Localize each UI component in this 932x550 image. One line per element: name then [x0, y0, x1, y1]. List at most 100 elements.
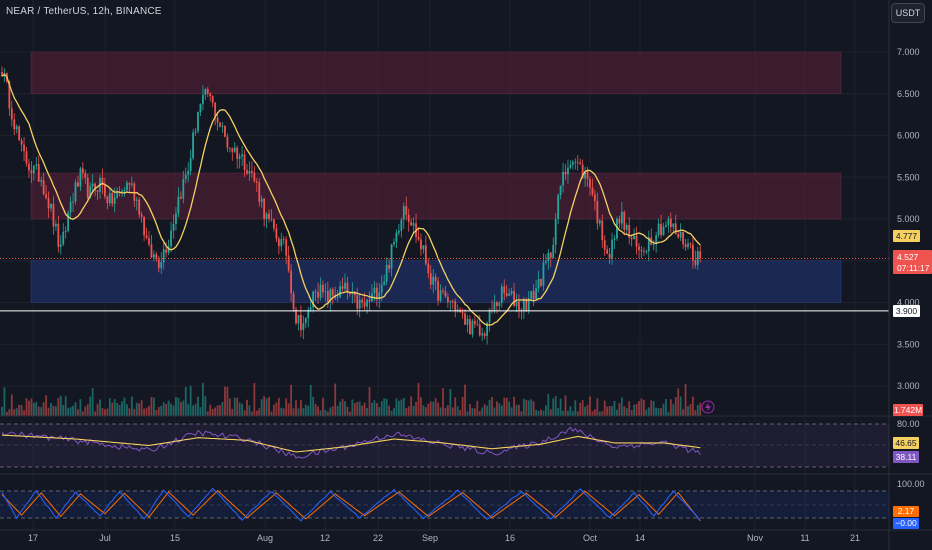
volume-bar	[172, 405, 175, 416]
candle-body	[79, 168, 82, 187]
volume-bar	[74, 402, 77, 416]
candle-body	[314, 291, 317, 293]
price-axis[interactable]: 7.0006.5006.0005.5005.0004.5004.0003.500…	[897, 47, 920, 391]
volume-bar	[94, 411, 96, 416]
candle-body	[373, 287, 376, 294]
volume-bar	[116, 402, 119, 416]
volume-bar	[672, 404, 675, 416]
candle-body	[59, 244, 62, 247]
candle-body	[214, 102, 217, 118]
candle-body	[226, 136, 229, 148]
candle-body	[439, 290, 442, 301]
candle-body	[657, 223, 660, 236]
volume-bar	[547, 393, 550, 416]
stoch-k-text: 2.17	[898, 506, 915, 516]
candle-body	[233, 147, 236, 152]
candle-body	[532, 291, 535, 299]
volume-bar	[540, 409, 542, 416]
volume-bar	[326, 411, 329, 416]
candle-body	[434, 276, 437, 282]
volume-bar	[402, 397, 405, 416]
volume-bar	[591, 411, 594, 416]
candle-body	[96, 190, 99, 192]
volume-bar	[341, 398, 344, 416]
candle-body	[28, 163, 30, 171]
candle-body	[74, 182, 77, 202]
candle-body	[175, 213, 177, 224]
volume-bar	[336, 405, 339, 416]
volume-bar	[275, 402, 278, 416]
lightning-icon[interactable]	[701, 400, 715, 414]
candle-body	[224, 125, 226, 137]
volume-bar	[118, 405, 121, 416]
candle-body	[549, 252, 552, 258]
volume-bar	[613, 400, 616, 416]
currency-button[interactable]: USDT	[891, 3, 925, 23]
volume-bar	[67, 408, 70, 416]
ma-value-text: 4.777	[896, 231, 918, 241]
rsi-top-label: 80.00	[897, 419, 920, 429]
candle-body	[219, 122, 221, 127]
candle-body	[287, 255, 290, 271]
candle-body	[202, 94, 204, 104]
rsi-value-badge: 38.11	[893, 451, 919, 463]
candle-body	[302, 323, 305, 330]
volume-bar	[569, 406, 572, 416]
candle-body	[277, 238, 280, 247]
volume-bar	[253, 383, 256, 416]
volume-bar	[471, 408, 474, 416]
candle-body	[567, 167, 569, 175]
volume-bar	[469, 403, 471, 416]
volume-bar	[324, 409, 327, 416]
volume-bar	[155, 409, 158, 416]
volume-bar	[515, 404, 518, 416]
rsi-band	[0, 424, 889, 467]
candle-body	[500, 286, 503, 303]
volume-bar	[189, 385, 192, 416]
candle-body	[241, 154, 243, 157]
candle-body	[449, 301, 452, 302]
candle-body	[564, 171, 567, 175]
candle-body	[542, 262, 545, 286]
price-tick-label: 3.500	[897, 339, 920, 349]
candle-body	[255, 181, 258, 183]
volume-bar	[1, 406, 3, 416]
candle-body	[645, 251, 648, 253]
candle-body	[197, 112, 199, 132]
candle-body	[576, 161, 579, 163]
candle-body	[611, 239, 613, 259]
volume-bar	[410, 396, 413, 416]
candle-body	[204, 89, 207, 95]
volume-bar	[459, 410, 462, 416]
candle-body	[525, 300, 528, 311]
volume-bar	[10, 394, 13, 416]
candle-body	[643, 251, 645, 252]
volume-bar	[427, 403, 430, 416]
volume-bar	[486, 405, 488, 416]
countdown-text: 07:11:17	[897, 263, 930, 273]
volume-bar	[390, 410, 393, 416]
volume-bar	[42, 402, 45, 416]
candle-body	[341, 286, 344, 289]
volume-bar	[652, 401, 655, 416]
candle-body	[689, 243, 692, 245]
resistance-zone	[30, 51, 842, 95]
symbol-title[interactable]: NEAR / TetherUS, 12h, BINANCE	[6, 6, 162, 17]
candle-body	[571, 162, 574, 165]
time-axis[interactable]: 17 Jul 15 Aug 12 22 Sep 16 Oct 14 Nov 11 21	[28, 533, 860, 543]
candle-body	[383, 281, 386, 285]
candle-body	[309, 307, 312, 310]
volume-bar	[304, 404, 307, 416]
candle-body	[638, 246, 640, 251]
volume-bar	[620, 397, 623, 416]
volume-bar	[194, 404, 197, 416]
volume-bar	[101, 408, 104, 416]
volume-bar	[650, 400, 653, 416]
volume-bar	[594, 409, 596, 416]
candle-body	[13, 119, 16, 130]
volume-bar	[375, 403, 378, 416]
volume-bar	[478, 411, 481, 416]
candle-body	[150, 244, 153, 258]
volume-bar	[361, 405, 364, 416]
